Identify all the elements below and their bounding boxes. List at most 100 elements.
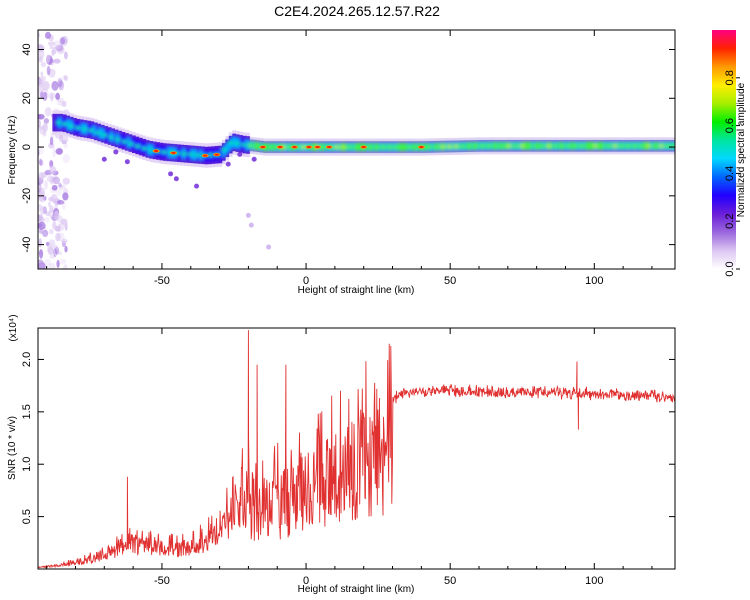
heatmap-cell — [94, 131, 101, 135]
heatmap-cell — [199, 149, 203, 161]
heatmap-cell — [300, 145, 307, 149]
heatmap-cell — [107, 129, 111, 142]
heatmap-cell — [38, 260, 45, 269]
heatmap-cell — [38, 182, 42, 193]
heatmap-cell — [66, 118, 70, 131]
heatmap-cell — [572, 144, 579, 148]
heatmap-cell — [57, 251, 63, 256]
heatmap-cell — [58, 182, 62, 188]
heatmap-cell — [446, 144, 453, 149]
heatmap-cell — [38, 32, 41, 38]
heatmap-cell — [43, 118, 50, 124]
heatmap-cell — [439, 145, 446, 149]
heatmap-cell — [658, 144, 665, 148]
heatmap-cell — [55, 148, 63, 155]
heatmap-cell — [38, 180, 41, 186]
heatmap-cell — [346, 145, 353, 149]
heatmap-cell — [366, 145, 373, 149]
heatmap-cell — [472, 144, 479, 148]
heatmap-cell — [38, 182, 43, 188]
heatmap-cell — [55, 121, 62, 125]
y-tick-label: 0.5 — [21, 509, 33, 524]
heatmap-cell — [207, 153, 214, 157]
heatmap-cell — [38, 221, 46, 230]
heatmap-cell — [225, 142, 229, 155]
heatmap-cell — [225, 161, 231, 167]
heatmap-cell — [43, 217, 50, 223]
heatmap-cell — [386, 145, 393, 149]
heatmap-cell — [51, 80, 59, 91]
heatmap-cell — [577, 141, 581, 150]
heatmap-cell — [39, 159, 44, 167]
heatmap-cell — [597, 141, 601, 150]
heatmap-cell — [62, 153, 70, 164]
heatmap-cell — [53, 248, 57, 258]
heatmap-cell — [38, 238, 42, 248]
colorbar-gradient — [712, 30, 736, 269]
heatmap-cell — [38, 216, 45, 224]
heatmap-cell — [56, 46, 64, 53]
heatmap-cell — [315, 146, 320, 149]
heatmap-cell — [38, 172, 45, 180]
heatmap-cell — [54, 44, 61, 49]
heatmap-cell — [578, 144, 585, 148]
heatmap-cell — [459, 144, 466, 148]
heatmap-cell — [51, 184, 58, 191]
heatmap-cell — [227, 141, 234, 145]
heatmap-cell — [398, 142, 402, 152]
heatmap-cell — [61, 116, 65, 129]
heatmap-cell — [64, 245, 68, 253]
heatmap-cell — [510, 141, 514, 150]
x-tick-label: 0 — [303, 275, 309, 287]
heatmap-cell — [161, 150, 168, 154]
x-tick-label: 50 — [444, 575, 456, 587]
heatmap-cell — [54, 244, 58, 252]
heatmap-cell — [38, 113, 42, 119]
heatmap-cell — [479, 144, 486, 148]
heatmap-cell — [490, 141, 494, 150]
heatmap-cell — [56, 259, 60, 268]
heatmap-cell — [539, 144, 546, 148]
heatmap-cell — [55, 232, 61, 242]
heatmap-cell — [326, 146, 332, 149]
heatmap-cell — [101, 156, 107, 162]
heatmap-cell — [38, 78, 44, 88]
heatmap-cell — [333, 145, 340, 149]
heatmap-cell — [651, 144, 658, 148]
heatmap-cell — [237, 151, 243, 157]
heatmap-cell — [266, 244, 272, 250]
heatmap-cell — [53, 40, 60, 50]
heatmap-cell — [220, 148, 227, 152]
heatmap-cell — [52, 147, 56, 158]
heatmap-cell — [42, 229, 49, 237]
snr-x-axis: -50 0 50 100 — [46, 328, 653, 587]
heatmap-cell — [53, 174, 58, 181]
heatmap-cell — [505, 144, 512, 148]
heatmap-cell — [58, 184, 64, 191]
heatmap-cell — [399, 145, 406, 149]
heatmap-cell — [47, 41, 56, 46]
heatmap-cell — [45, 54, 51, 64]
heatmap-cell — [44, 259, 51, 266]
heatmap-cell — [254, 144, 261, 148]
heatmap-cell — [46, 65, 51, 76]
y-tick-label: 1.0 — [21, 457, 33, 472]
spectrogram-panel: -50 0 50 100 40 20 0 -20 -40 Height of straight… — [7, 29, 676, 296]
y-tick-label: 2.0 — [21, 352, 33, 367]
heatmap-cell — [49, 136, 54, 146]
heatmap-cell — [48, 239, 56, 250]
heatmap-cell — [44, 106, 52, 117]
heatmap-cell — [38, 113, 45, 120]
heatmap-cell — [88, 128, 95, 133]
heatmap-cell — [638, 144, 645, 148]
snr-y-label: SNR (10 * v/v) — [7, 416, 18, 480]
colorbar-tick-label: 0.4 — [724, 166, 736, 181]
heatmap-cell — [58, 80, 65, 91]
heatmap-cell — [361, 146, 366, 149]
heatmap-cell — [419, 146, 424, 149]
heatmap-cell — [60, 218, 68, 226]
heatmap-cell — [357, 142, 362, 152]
y-tick-label: -40 — [21, 237, 33, 253]
heatmap-cell — [63, 143, 69, 149]
